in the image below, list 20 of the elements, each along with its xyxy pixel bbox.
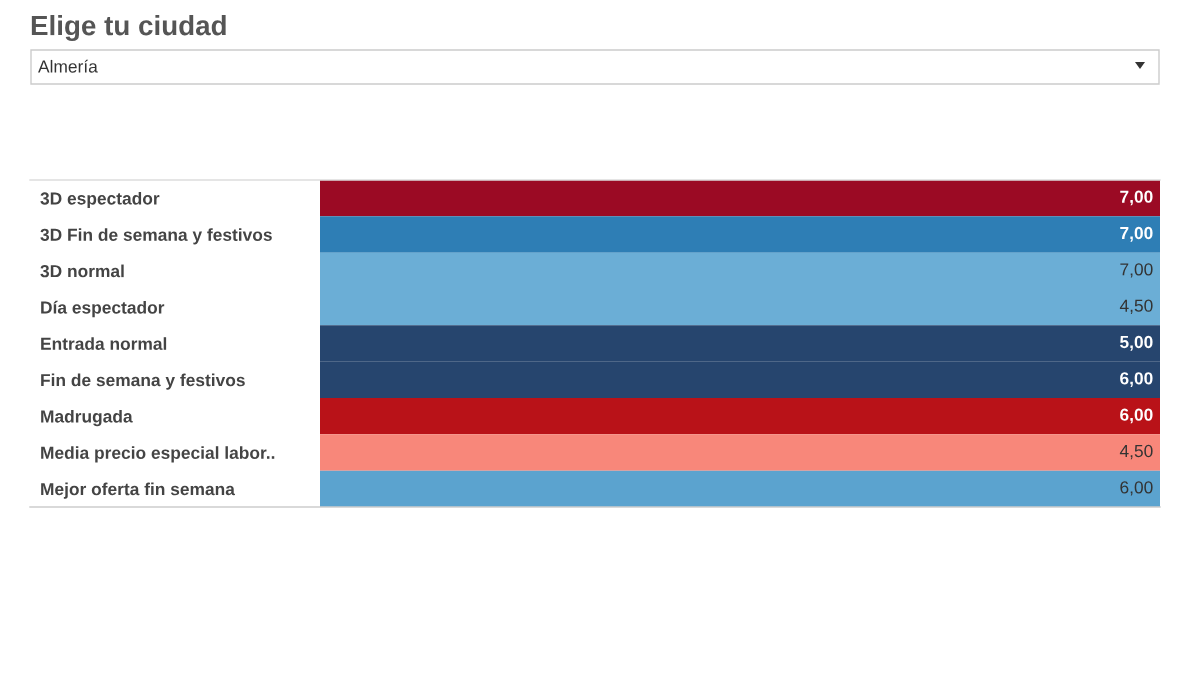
y-tick-label: 3D espectador xyxy=(40,191,160,209)
data-label: 6,00 xyxy=(1120,372,1153,388)
data-label: 4,50 xyxy=(1119,299,1153,314)
y-tick-label: Media precio especial labor.. xyxy=(41,446,275,463)
data-label: 7,00 xyxy=(1120,226,1153,242)
data-label: 7,00 xyxy=(1120,190,1153,206)
text: Almería xyxy=(38,59,98,73)
y-tick-label: Fin de semana y festivos xyxy=(41,373,245,390)
data-label: 6,00 xyxy=(1120,481,1153,496)
y-tick-label: 3D Fin de semana y festivos xyxy=(40,228,272,245)
data-label: 6,00 xyxy=(1120,408,1153,424)
data-label: 5,00 xyxy=(1120,335,1153,351)
data-label: 7,00 xyxy=(1120,263,1153,278)
chart-title: Elige tu ciudad xyxy=(31,14,226,42)
data-label: 4,50 xyxy=(1119,444,1153,460)
y-tick-label: Entrada normal xyxy=(41,337,167,350)
y-tick-label: Mejor oferta fin semana xyxy=(41,482,235,499)
y-tick-label: Día espectador xyxy=(41,300,165,318)
y-tick-label: Madrugada xyxy=(41,409,133,427)
y-tick-label: 3D normal xyxy=(40,264,124,278)
